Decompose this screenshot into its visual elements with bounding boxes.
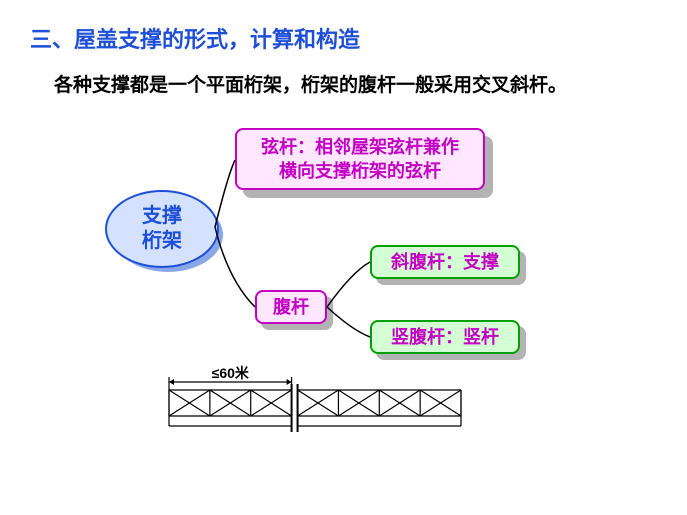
intro-text-content: 各种支撑都是一个平面桁架，桁架的腹杆一般采用交叉斜杆。 (54, 75, 567, 96)
shu-box-label: 竖腹杆：竖杆 (391, 325, 499, 349)
truss-diagram: ≤60米 (165, 360, 465, 450)
xie-box-label: 斜腹杆：支撑 (391, 250, 499, 274)
fu-box: 腹杆 (255, 290, 327, 324)
section-title: 三、屋盖支撑的形式，计算和构造 (30, 22, 360, 54)
svg-text:≤60米: ≤60米 (212, 365, 250, 381)
intro-text: 各种支撑都是一个平面桁架，桁架的腹杆一般采用交叉斜杆。 (54, 70, 567, 97)
section-title-text: 三、屋盖支撑的形式，计算和构造 (30, 27, 360, 52)
fu-box-label: 腹杆 (273, 295, 309, 319)
chord-box: 弦杆：相邻屋架弦杆兼作横向支撑桁架的弦杆 (235, 128, 485, 190)
chord-box-label: 弦杆：相邻屋架弦杆兼作横向支撑桁架的弦杆 (261, 135, 459, 184)
root-ellipse-label: 支撑桁架 (142, 204, 182, 254)
xie-box: 斜腹杆：支撑 (370, 245, 520, 279)
root-ellipse: 支撑桁架 (105, 190, 219, 268)
shu-box: 竖腹杆：竖杆 (370, 320, 520, 354)
